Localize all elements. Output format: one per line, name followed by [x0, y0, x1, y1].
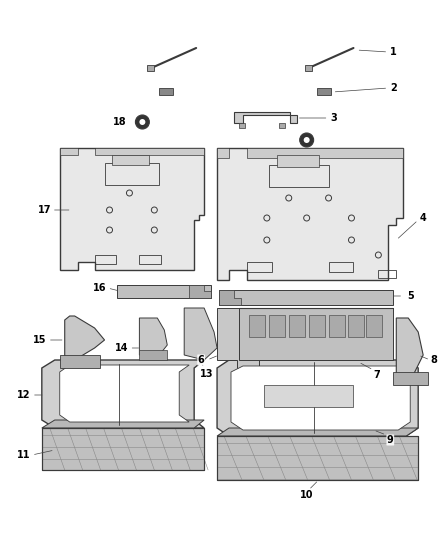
Circle shape: [300, 133, 314, 147]
Text: 1: 1: [390, 47, 397, 57]
Text: 6: 6: [198, 355, 205, 365]
Text: 4: 4: [420, 213, 427, 223]
Text: 5: 5: [407, 291, 413, 301]
Text: 7: 7: [373, 370, 380, 380]
Polygon shape: [60, 148, 204, 270]
Text: 16: 16: [93, 283, 106, 293]
Polygon shape: [117, 285, 211, 298]
Polygon shape: [234, 112, 297, 123]
Polygon shape: [219, 290, 393, 305]
Text: 10: 10: [300, 490, 314, 500]
Polygon shape: [217, 148, 403, 158]
Polygon shape: [396, 318, 423, 380]
Polygon shape: [217, 436, 418, 480]
Polygon shape: [217, 148, 403, 280]
Polygon shape: [65, 316, 105, 360]
Bar: [317, 88, 331, 95]
Bar: [247, 262, 272, 272]
Polygon shape: [139, 318, 167, 355]
Bar: [279, 123, 285, 128]
Bar: [289, 315, 305, 337]
Circle shape: [135, 115, 149, 129]
Text: 18: 18: [113, 117, 126, 127]
Polygon shape: [42, 360, 204, 428]
Bar: [367, 315, 382, 337]
Bar: [309, 315, 325, 337]
Bar: [139, 255, 161, 264]
Text: 8: 8: [431, 355, 438, 365]
Circle shape: [304, 137, 310, 143]
Text: 13: 13: [200, 369, 214, 379]
Bar: [328, 262, 353, 272]
Bar: [378, 270, 396, 278]
Text: 14: 14: [115, 343, 128, 353]
Polygon shape: [60, 148, 204, 155]
Polygon shape: [42, 428, 204, 470]
Polygon shape: [217, 308, 259, 368]
Polygon shape: [217, 428, 418, 436]
Bar: [147, 65, 154, 71]
Text: 11: 11: [17, 450, 31, 460]
Bar: [328, 315, 345, 337]
Polygon shape: [60, 355, 99, 368]
Bar: [139, 350, 167, 360]
Polygon shape: [239, 308, 393, 360]
Text: 17: 17: [38, 205, 52, 215]
Bar: [269, 165, 328, 187]
Bar: [349, 315, 364, 337]
Text: 2: 2: [390, 83, 397, 93]
Bar: [305, 65, 312, 71]
Text: 9: 9: [387, 435, 394, 445]
Text: 15: 15: [33, 335, 46, 345]
Polygon shape: [231, 366, 410, 430]
Bar: [112, 155, 149, 165]
Polygon shape: [219, 290, 241, 305]
Polygon shape: [217, 360, 418, 436]
Bar: [269, 315, 285, 337]
Polygon shape: [42, 420, 204, 428]
Bar: [249, 315, 265, 337]
Polygon shape: [60, 365, 189, 422]
Bar: [239, 123, 245, 128]
Circle shape: [139, 119, 145, 125]
Bar: [105, 163, 159, 185]
Bar: [95, 255, 117, 264]
Polygon shape: [189, 285, 211, 298]
Polygon shape: [184, 308, 217, 360]
Polygon shape: [393, 372, 428, 385]
Bar: [277, 155, 318, 167]
Text: 12: 12: [17, 390, 31, 400]
Text: 3: 3: [330, 113, 337, 123]
Bar: [159, 88, 173, 95]
Bar: [264, 385, 353, 407]
